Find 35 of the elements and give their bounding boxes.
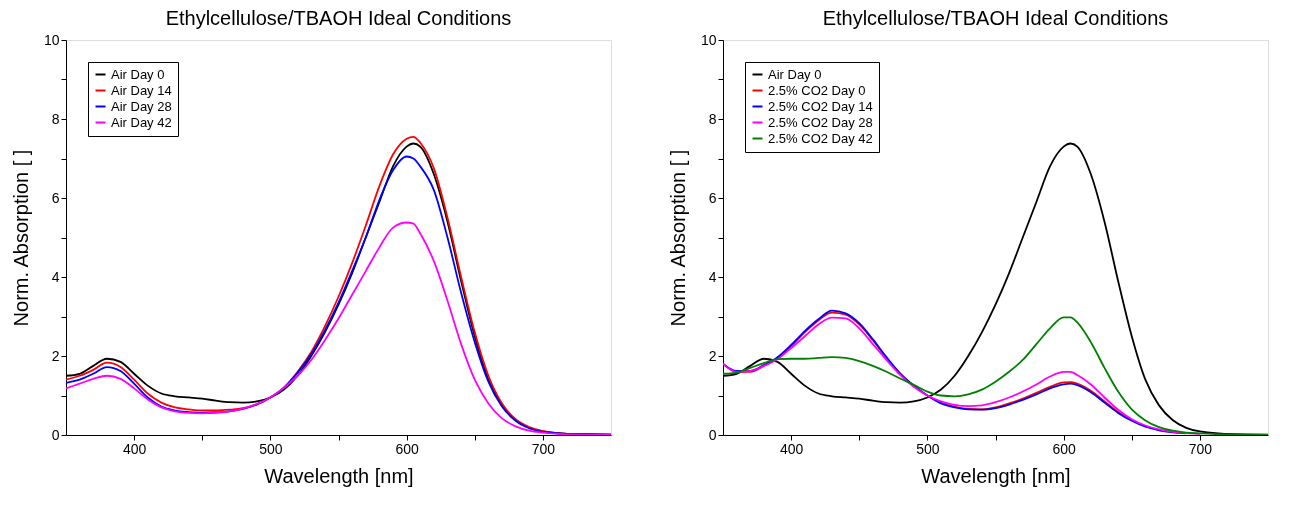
y-tick-label: 6 — [51, 189, 60, 206]
x-tick-label: 700 — [531, 440, 556, 457]
x-tick-label: 400 — [122, 440, 147, 457]
legend-label: 2.5% CO2 Day 14 — [768, 98, 873, 114]
x-axis-title: Wavelength [nm] — [921, 464, 1071, 487]
y-tick-label: 8 — [708, 110, 717, 127]
chart-title: Ethylcellulose/TBAOH Ideal Conditions — [822, 7, 1169, 29]
y-tick-label: 4 — [51, 268, 60, 285]
y-axis-title: Norm. Absorption [ ] — [9, 149, 32, 327]
x-tick-label: 500 — [259, 440, 283, 457]
y-tick-label: 4 — [708, 268, 717, 285]
legend-label: Air Day 0 — [768, 66, 822, 82]
legend-label: 2.5% CO2 Day 42 — [768, 130, 873, 146]
x-tick-label: 500 — [916, 440, 940, 457]
y-tick-label: 2 — [51, 347, 60, 364]
legend-label: 2.5% CO2 Day 0 — [768, 82, 866, 98]
y-tick-label: 10 — [43, 31, 60, 48]
x-tick-label: 400 — [779, 440, 804, 457]
y-tick-label: 6 — [708, 189, 717, 206]
x-tick-label: 700 — [1188, 440, 1213, 457]
y-tick-label: 0 — [708, 426, 717, 443]
x-tick-label: 600 — [395, 440, 420, 457]
y-tick-label: 2 — [708, 347, 717, 364]
x-tick-label: 600 — [1052, 440, 1077, 457]
legend-label: Air Day 28 — [111, 98, 172, 114]
y-axis-title: Norm. Absorption [ ] — [666, 149, 689, 327]
legend-label: 2.5% CO2 Day 28 — [768, 114, 873, 130]
legend-label: Air Day 14 — [111, 82, 172, 98]
y-tick-label: 0 — [51, 426, 60, 443]
legend-label: Air Day 42 — [111, 114, 172, 130]
legend-label: Air Day 0 — [111, 66, 165, 82]
x-axis-title: Wavelength [nm] — [264, 464, 414, 487]
y-tick-label: 8 — [51, 110, 60, 127]
chart-title: Ethylcellulose/TBAOH Ideal Conditions — [165, 7, 512, 29]
y-tick-label: 10 — [700, 31, 717, 48]
